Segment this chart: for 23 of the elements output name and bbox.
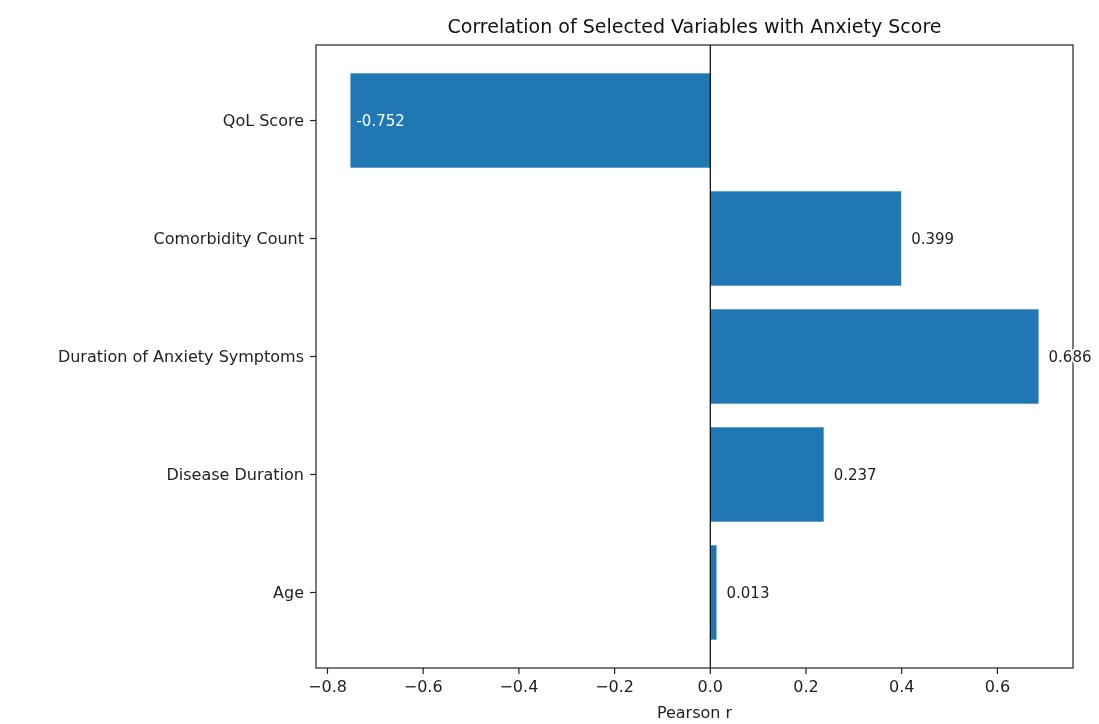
x-tick-label: −0.2: [595, 677, 635, 696]
bar: [710, 309, 1039, 404]
bar: [710, 191, 902, 286]
data-label: 0.237: [833, 465, 877, 484]
bar: [350, 73, 711, 168]
y-tick-label: QoL Score: [222, 111, 304, 131]
chart-title: Correlation of Selected Variables with Anxiety Score: [447, 15, 942, 37]
x-tick-label: −0.8: [308, 677, 347, 696]
bar: [710, 427, 824, 522]
y-tick-label: Disease Duration: [166, 465, 304, 485]
x-tick-label: −0.6: [403, 677, 443, 696]
data-label: 0.399: [911, 229, 955, 248]
data-label: 0.013: [726, 583, 770, 602]
y-tick-label: Comorbidity Count: [153, 229, 304, 249]
y-tick-label: Duration of Anxiety Symptoms: [57, 347, 304, 367]
x-axis-title: Pearson r: [656, 703, 733, 722]
x-tick-label: 0.6: [984, 677, 1011, 696]
data-label: -0.752: [356, 111, 405, 130]
x-tick-label: 0.4: [888, 677, 915, 696]
y-tick-label: Age: [273, 583, 304, 603]
x-tick-label: 0.2: [793, 677, 819, 696]
x-tick-label: −0.4: [499, 677, 539, 696]
x-tick-label: 0.0: [697, 677, 724, 696]
